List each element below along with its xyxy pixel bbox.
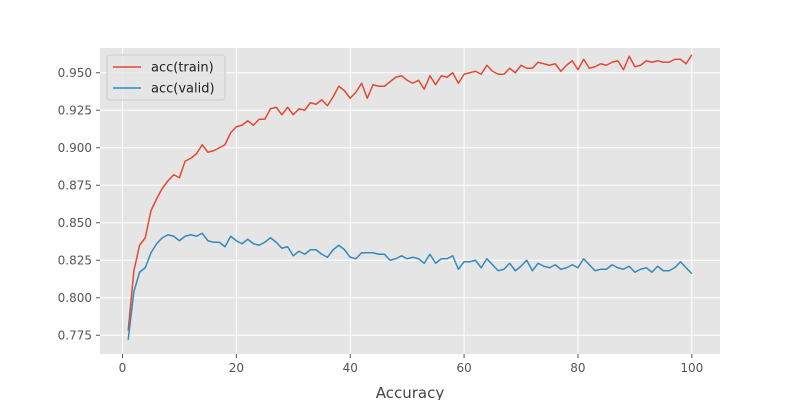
x-tick-label: 40	[343, 361, 358, 375]
x-axis-ticks: 0 20 40 60 80 100	[119, 354, 703, 375]
y-tick-label: 0.850	[58, 216, 92, 230]
legend: acc(train) acc(valid)	[106, 54, 226, 101]
y-tick-label: 0.875	[58, 178, 92, 192]
y-tick-label: 0.925	[58, 103, 92, 117]
x-tick-label: 80	[570, 361, 585, 375]
legend-label-valid: acc(valid)	[151, 82, 215, 97]
x-tick-label: 0	[119, 361, 127, 375]
x-tick-label: 100	[680, 361, 703, 375]
x-axis-label: Accuracy	[376, 384, 445, 400]
y-tick-label: 0.950	[58, 66, 92, 80]
x-tick-label: 60	[456, 361, 471, 375]
y-axis-ticks: 0.775 0.800 0.825 0.850 0.875 0.900 0.925 0.950	[58, 66, 100, 342]
x-tick-label: 20	[229, 361, 244, 375]
y-tick-label: 0.825	[58, 253, 92, 267]
y-tick-label: 0.800	[58, 291, 92, 305]
series-line-train	[127, 54, 693, 331]
series-line-valid	[127, 232, 693, 340]
series-lines	[127, 54, 693, 340]
legend-label-train: acc(train)	[151, 61, 214, 76]
y-tick-label: 0.900	[58, 141, 92, 155]
y-tick-label: 0.775	[58, 328, 92, 342]
